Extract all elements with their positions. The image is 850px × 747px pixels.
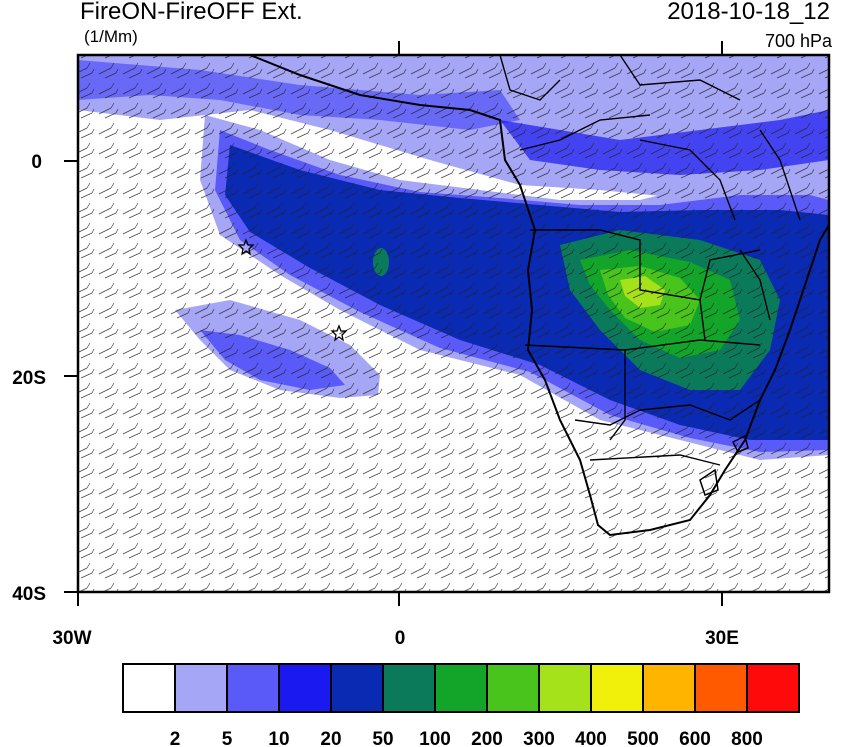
colorbar-label: 400 bbox=[575, 729, 607, 747]
colorbar-label: 300 bbox=[523, 729, 555, 747]
colorbar-label: 10 bbox=[268, 729, 289, 747]
colorbar-label: 5 bbox=[222, 729, 233, 747]
lon-label-0: 0 bbox=[395, 628, 406, 649]
colorbar-swatch bbox=[382, 663, 436, 713]
madagascar-hint bbox=[699, 468, 719, 496]
country-borders bbox=[499, 55, 801, 466]
colorbar-swatch bbox=[226, 663, 280, 713]
colorbar-swatch bbox=[434, 663, 488, 713]
pressure-level-label: 700 hPa bbox=[764, 31, 832, 51]
lon-label-30e: 30E bbox=[705, 628, 739, 649]
colorbar: 2 5 10 20 50 100 200 300 400 500 600 800 bbox=[122, 663, 800, 747]
colorbar-label: 600 bbox=[679, 729, 711, 747]
colorbar-label: 20 bbox=[320, 729, 341, 747]
colorbar-swatch bbox=[174, 663, 228, 713]
colorbar-label: 800 bbox=[731, 729, 763, 747]
lesotho bbox=[731, 434, 749, 453]
star-marker-2 bbox=[330, 324, 348, 342]
colorbar-label: 100 bbox=[419, 729, 451, 747]
units-label: (1/Mm) bbox=[84, 27, 138, 46]
colorbar-swatch bbox=[486, 663, 540, 713]
lat-label-20s: 20S bbox=[12, 368, 46, 389]
colorbar-swatch bbox=[694, 663, 748, 713]
plot-title: FireON-FireOFF Ext. bbox=[80, 0, 303, 25]
colorbar-swatch bbox=[330, 663, 384, 713]
map-frame bbox=[76, 53, 831, 594]
colorbar-label: 50 bbox=[372, 729, 393, 747]
map-area bbox=[78, 55, 829, 592]
colorbar-swatch bbox=[122, 663, 176, 713]
lat-label-40s: 40S bbox=[12, 584, 46, 605]
colorbar-swatch bbox=[538, 663, 592, 713]
colorbar-label: 500 bbox=[627, 729, 659, 747]
star-marker-1 bbox=[237, 238, 255, 256]
africa-coastline bbox=[249, 55, 829, 537]
colorbar-swatch bbox=[642, 663, 696, 713]
colorbar-swatch bbox=[590, 663, 644, 713]
lat-label-0: 0 bbox=[31, 152, 42, 173]
colorbar-swatch bbox=[278, 663, 332, 713]
tick-marks bbox=[64, 41, 723, 606]
lon-label-30w: 30W bbox=[52, 628, 91, 649]
wind-barbs bbox=[78, 55, 829, 592]
colorbar-swatch bbox=[746, 663, 800, 713]
colorbar-label: 200 bbox=[471, 729, 503, 747]
colorbar-label: 2 bbox=[170, 729, 181, 747]
timestamp-label: 2018-10-18_12 bbox=[667, 0, 830, 25]
